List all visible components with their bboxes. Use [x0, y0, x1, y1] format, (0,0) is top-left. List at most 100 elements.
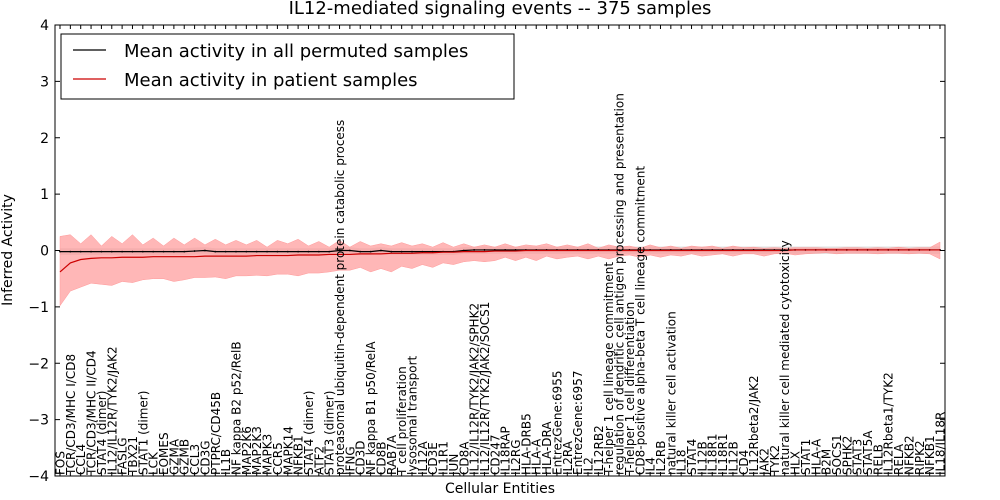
- y-tick-label: −3: [28, 413, 49, 429]
- x-tick-label: IL12/IL12R/TYK2/JAK2/SPHK2: [468, 303, 482, 475]
- x-tick-label: CD3D: [354, 441, 368, 476]
- permuted-point: [183, 250, 186, 253]
- permuted-point: [141, 250, 144, 253]
- x-tick-label: STAT3: [851, 439, 865, 475]
- x-tick-label: FASLG: [116, 437, 130, 475]
- y-tick-label: 1: [40, 187, 49, 203]
- permuted-point: [411, 250, 413, 253]
- y-axis: −4 −3 −2 −1 0 1 2 3 4: [28, 18, 945, 485]
- x-tick-label: IL12Rbeta1/TYK2: [882, 372, 896, 475]
- x-tick-label: JUN: [447, 454, 461, 476]
- y-tick-label: 2: [40, 131, 49, 147]
- x-tick-label: IL2RB: [654, 441, 668, 475]
- y-tick-label: 0: [40, 244, 49, 260]
- x-tick-label: IL18R1: [716, 434, 730, 475]
- x-tick-label: CD8-positive alpha-beta T cell lineage c…: [633, 166, 647, 475]
- x-tick-label: IL2RA: [561, 440, 575, 475]
- y-tick-label: −4: [28, 469, 49, 485]
- permuted-point: [473, 249, 476, 251]
- permuted-point: [245, 250, 248, 253]
- x-tick-label: FOS: [54, 451, 68, 475]
- x-tick-label: lysosomal transport: [406, 355, 420, 475]
- x-tick-label: natural killer cell mediated cytotoxicit…: [778, 240, 792, 475]
- series-lines: [59, 249, 941, 273]
- x-tick-label: IL1R1: [437, 441, 451, 475]
- permuted-point: [214, 250, 217, 253]
- permuted-point: [224, 250, 227, 253]
- permuted-point: [493, 249, 496, 251]
- permuted-point: [338, 249, 341, 252]
- x-tick-label: natural killer cell activation: [664, 311, 678, 475]
- x-tick-label: CD8A: [457, 441, 471, 475]
- x-tick-label: IL18/IL18R: [934, 412, 948, 475]
- x-tick-label: NF kappa B2 p52/RelB: [230, 341, 244, 475]
- permuted-point: [421, 250, 424, 253]
- y-tick-label: 4: [40, 18, 49, 34]
- x-tick-label: IL12Rbeta2/JAK2: [747, 375, 761, 475]
- x-tick-label: CD3E: [426, 442, 440, 475]
- x-tick-label: T cell proliferation: [395, 366, 409, 476]
- permuted-point: [462, 249, 465, 252]
- x-tick-label: T-helper 1 cell lineage commitment: [602, 262, 616, 476]
- y-axis-label: Inferred Activity: [0, 194, 16, 306]
- permuted-point: [266, 250, 268, 253]
- x-tick-label: RAB7A: [385, 434, 399, 475]
- x-tick-label: HLA-DRA: [540, 421, 554, 475]
- x-tick-label: STAT1: [799, 439, 813, 475]
- legend-label-permuted: Mean activity in all permuted samples: [124, 41, 468, 62]
- permuted-point: [235, 250, 237, 253]
- x-tick-label: HLA-A: [530, 438, 544, 475]
- x-tick-label: RIPK2: [913, 440, 927, 475]
- permuted-point: [380, 249, 382, 252]
- x-tick-label: regulation of dendritic cell antigen pro…: [613, 93, 627, 475]
- permuted-point: [152, 250, 155, 253]
- x-tick-label: RELB: [871, 444, 885, 475]
- chart-title: IL12-mediated signaling events -- 375 sa…: [289, 0, 712, 19]
- permuted-point: [255, 250, 258, 253]
- permuted-point: [400, 250, 403, 253]
- permuted-point: [369, 250, 372, 253]
- x-tick-label: STAT4 (dimer): [95, 391, 109, 475]
- x-tick-label: TYK2: [768, 445, 782, 476]
- x-tick-label: IL12RB2: [592, 425, 606, 475]
- permuted-point: [504, 249, 507, 251]
- x-tick-label: GZMA: [167, 438, 181, 475]
- patient-band: [59, 234, 941, 307]
- permuted-point: [317, 250, 320, 253]
- x-tick-label: HLA-DRB5: [519, 413, 533, 475]
- x-tick-label: CCR5: [271, 442, 285, 475]
- permuted-point: [286, 250, 289, 253]
- permuted-point: [348, 249, 351, 252]
- x-tick-label: IL12/IL12R/TYK2/JAK2/SOCS1: [478, 302, 492, 475]
- permuted-point: [79, 250, 82, 253]
- x-tick-label: MAPK14: [281, 426, 295, 475]
- x-tick-label: B2M: [820, 449, 834, 475]
- x-tick-label: IFNG: [343, 446, 357, 475]
- x-tick-label: IL18R1: [706, 434, 720, 475]
- x-tick-label: IL12B: [695, 441, 709, 475]
- x-tick-label: HLX: [789, 451, 803, 475]
- x-tick-label: STAT5A: [861, 430, 875, 475]
- permuted-point: [131, 250, 134, 253]
- x-tick-label: EntrezGene:6957: [571, 371, 585, 476]
- permuted-point: [297, 250, 300, 253]
- x-tick-label: TCR/CD3/MHC I/CD8: [64, 354, 78, 476]
- permuted-point: [483, 249, 486, 251]
- x-tick-label: IL12A: [416, 441, 430, 475]
- x-tick-label: IL18: [675, 450, 689, 476]
- x-tick-label: PTPRC/CD45B: [209, 392, 223, 475]
- permuted-point: [172, 250, 175, 253]
- x-tick-label: IL1B: [219, 449, 233, 475]
- x-tick-label: ATF2: [312, 446, 326, 475]
- x-tick-label: NFKB1: [292, 435, 306, 475]
- x-tick-label: NF kappa B1 p50/RelA: [364, 341, 378, 475]
- permuted-point: [110, 250, 113, 253]
- permuted-point: [390, 250, 393, 253]
- permuted-point: [328, 250, 331, 253]
- permuted-point: [162, 250, 165, 253]
- permuted-point: [193, 250, 196, 252]
- permuted-point: [100, 250, 103, 253]
- permuted-point: [204, 249, 206, 252]
- x-tick-label: IL12B: [726, 441, 740, 475]
